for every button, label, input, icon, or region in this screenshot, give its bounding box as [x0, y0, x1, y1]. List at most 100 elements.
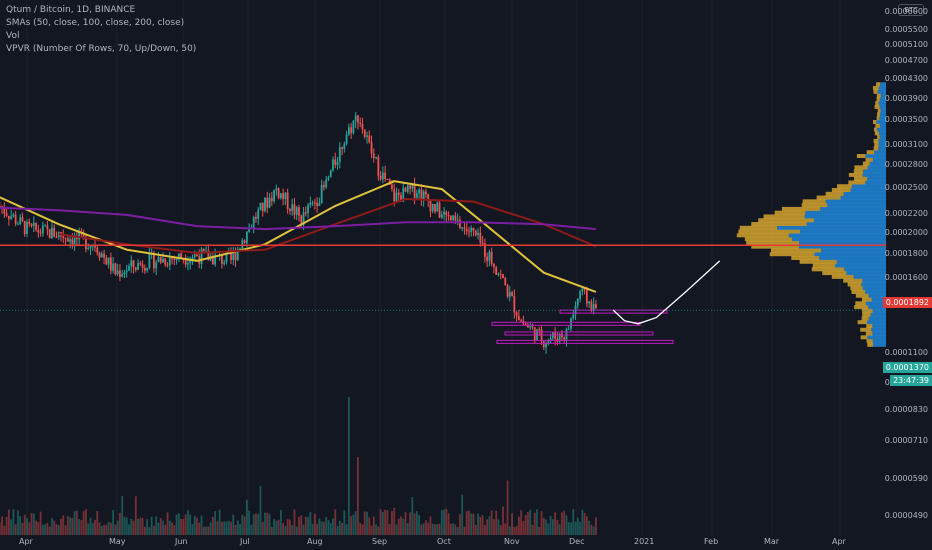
vpvr-down-bar	[876, 97, 880, 102]
volume-bar	[243, 516, 246, 535]
candle-body	[327, 177, 330, 180]
vpvr-down-bar	[751, 244, 799, 249]
candle-body	[255, 217, 257, 219]
volume-bar	[341, 522, 343, 535]
candle-body	[413, 183, 416, 198]
candle-body	[343, 143, 346, 149]
volume-bar	[574, 521, 577, 535]
volume-bar	[508, 526, 511, 535]
candle-body	[14, 214, 17, 224]
candle-body	[69, 239, 71, 242]
volume-bar	[116, 520, 119, 535]
volume-bar	[159, 518, 162, 535]
vpvr-up-bar	[879, 104, 886, 109]
vpvr-up-bar	[867, 165, 886, 170]
volume-bar	[456, 526, 459, 535]
time-tick: Aug	[307, 537, 323, 546]
vpvr-down-bar	[801, 203, 828, 208]
candle-body	[443, 211, 445, 215]
candle-body	[211, 256, 214, 265]
volume-bar	[270, 526, 273, 535]
price-tick: 0.0004700	[884, 56, 928, 66]
candle-body	[168, 258, 171, 266]
legend-vpvr[interactable]: VPVR (Number Of Rows, 70, Up/Down, 50)	[6, 44, 197, 54]
candle-body	[329, 170, 332, 178]
candle-body	[234, 252, 237, 261]
volume-bar	[302, 524, 305, 535]
candle-body	[533, 327, 536, 341]
volume-bar	[198, 522, 201, 535]
vpvr-up-bar	[788, 233, 886, 238]
volume-bar	[425, 520, 427, 535]
candle-body	[28, 221, 31, 225]
time-tick: Oct	[437, 537, 451, 546]
volume-bar	[563, 510, 566, 535]
volume-bar	[286, 519, 289, 535]
candle-body	[128, 266, 130, 271]
price-tick: 0.0002000	[884, 228, 928, 238]
volume-bar	[211, 516, 214, 535]
candle-body	[347, 127, 350, 135]
candle-body	[572, 314, 575, 319]
volume-bar	[515, 525, 518, 535]
candle-body	[354, 115, 357, 122]
volume-bar	[431, 523, 434, 535]
volume-bar	[191, 523, 194, 535]
volume-bar	[490, 510, 493, 535]
projection-path	[612, 260, 721, 325]
candle-body	[452, 215, 455, 221]
volume-bar	[214, 511, 217, 535]
candle-body	[71, 239, 74, 245]
candle-body	[472, 227, 475, 231]
volume-bar	[332, 518, 334, 535]
volume-bar	[295, 526, 298, 535]
candle-body	[370, 141, 373, 154]
volume-bar	[173, 525, 176, 535]
volume-bar	[529, 509, 532, 535]
legend-vol[interactable]: Vol	[6, 31, 20, 41]
candle-body	[461, 227, 464, 229]
volume-bar	[150, 516, 153, 535]
volume-bar	[89, 517, 92, 535]
vpvr-down-bar	[861, 297, 872, 302]
candle-body	[438, 202, 441, 218]
candle-body	[207, 250, 210, 261]
volume-bar	[420, 524, 423, 535]
legend-sma[interactable]: SMAs (50, close, 100, close, 200, close)	[6, 18, 185, 28]
volume-bar	[454, 524, 457, 535]
candle-body	[87, 248, 90, 250]
currency-badge[interactable]: BTC	[898, 4, 924, 16]
price-tick: 0.0005100	[884, 39, 928, 49]
candle-body	[583, 288, 586, 290]
candle-body	[547, 340, 550, 344]
volume-bar	[216, 521, 219, 535]
volume-bar	[96, 510, 99, 535]
candle-body	[293, 204, 296, 215]
vpvr-up-bar	[835, 263, 886, 268]
candle-body	[166, 264, 169, 266]
volume-bar	[384, 509, 387, 535]
price-tick: 0.0000830	[884, 404, 928, 414]
volume-bar	[583, 512, 586, 535]
volume-bar	[595, 517, 597, 535]
vpvr-up-bar	[846, 271, 886, 276]
candle-body	[585, 289, 588, 304]
candle-body	[402, 187, 405, 202]
candle-body	[497, 273, 500, 275]
vpvr-up-bar	[799, 229, 886, 234]
candle-body	[109, 257, 112, 271]
candle-body	[202, 248, 205, 251]
vpvr-up-bar	[825, 199, 886, 204]
vpvr-down-bar	[736, 233, 789, 238]
vpvr-up-bar	[878, 142, 886, 147]
price-axis[interactable]: BTC 0.0006000 0.0005500 0.0005100 0.0004700…	[884, 0, 932, 550]
vpvr-down-bar	[746, 240, 799, 245]
price-tick: 0.0003900	[884, 93, 928, 103]
candle-body	[291, 204, 294, 212]
vpvr-up-bar	[851, 184, 886, 189]
volume-bar	[41, 524, 44, 535]
volume-bar	[252, 514, 255, 535]
volume-bar	[558, 524, 561, 535]
candle-body	[300, 215, 303, 226]
